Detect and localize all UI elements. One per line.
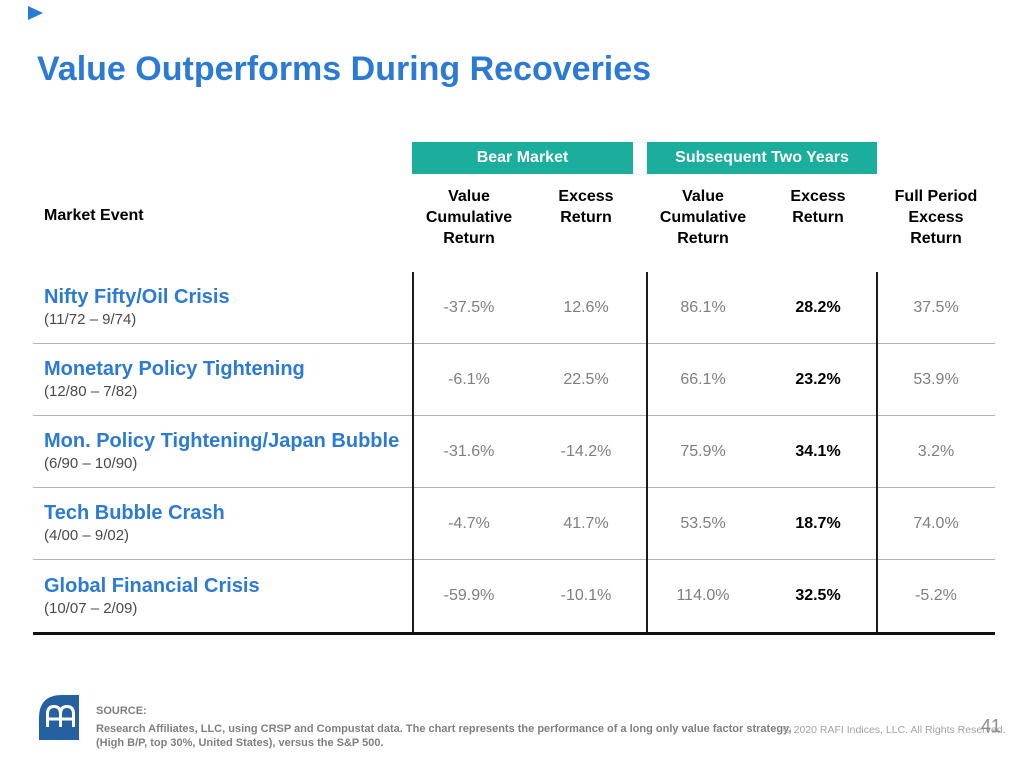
group-header-row: Bear Market Subsequent Two Years xyxy=(33,142,995,174)
column-header-bear-value-cumulative: Value Cumulative Return xyxy=(425,188,513,247)
event-cell: Nifty Fifty/Oil Crisis (11/72 – 9/74) xyxy=(33,285,413,330)
full-period-excess-cell: 37.5% xyxy=(913,298,959,316)
event-period: (6/90 – 10/90) xyxy=(44,455,138,472)
bear-value-cumulative-cell: -31.6% xyxy=(443,442,495,460)
event-name: Tech Bubble Crash xyxy=(44,502,225,524)
full-period-excess-cell: 3.2% xyxy=(917,442,955,460)
bear-excess-return-cell: 12.6% xyxy=(563,298,609,316)
table-row: Monetary Policy Tightening (12/80 – 7/82… xyxy=(33,344,995,416)
column-header-row: Market Event Value Cumulative Return Exc… xyxy=(33,186,995,249)
copyright-notice: © 2020 RAFI Indices, LLC. All Rights Res… xyxy=(783,724,1006,736)
subsequent-excess-return-cell: 28.2% xyxy=(795,298,841,316)
bear-excess-return-cell: -10.1% xyxy=(560,587,612,604)
group-header-subsequent-two-years: Subsequent Two Years xyxy=(647,142,877,174)
bear-excess-return-cell: 41.7% xyxy=(563,514,609,532)
bear-value-cumulative-cell: -59.9% xyxy=(443,587,495,604)
source-text-line1: Research Affiliates, LLC, using CRSP and… xyxy=(96,723,792,735)
corner-accent-icon xyxy=(28,6,43,20)
event-cell: Mon. Policy Tightening/Japan Bubble (6/9… xyxy=(33,429,413,474)
full-period-excess-cell: 53.9% xyxy=(913,370,959,388)
bear-excess-return-cell: -14.2% xyxy=(560,442,612,460)
event-period: (10/07 – 2/09) xyxy=(44,599,138,617)
event-name: Global Financial Crisis xyxy=(44,574,260,597)
table-row: Mon. Policy Tightening/Japan Bubble (6/9… xyxy=(33,416,995,488)
vertical-divider xyxy=(646,272,648,632)
event-period: (12/80 – 7/82) xyxy=(44,383,138,400)
subsequent-excess-return-cell: 18.7% xyxy=(795,514,841,532)
subsequent-excess-return-cell: 23.2% xyxy=(795,370,841,388)
bear-excess-return-cell: 22.5% xyxy=(563,370,609,388)
returns-table: Bear Market Subsequent Two Years Market … xyxy=(33,142,995,635)
page-number: 41 xyxy=(981,716,1002,736)
bear-value-cumulative-cell: -6.1% xyxy=(448,370,490,388)
subsequent-value-cumulative-cell: 66.1% xyxy=(680,370,726,388)
column-header-bear-excess: Excess Return xyxy=(558,188,614,226)
event-period: (4/00 – 9/02) xyxy=(44,527,130,544)
table-row: Nifty Fifty/Oil Crisis (11/72 – 9/74) -3… xyxy=(33,272,995,344)
event-period: (11/72 – 9/74) xyxy=(44,311,137,328)
bear-value-cumulative-cell: -4.7% xyxy=(448,514,490,532)
subsequent-value-cumulative-cell: 114.0% xyxy=(676,587,730,604)
event-cell: Tech Bubble Crash (4/00 – 9/02) xyxy=(33,501,413,546)
event-name: Nifty Fifty/Oil Crisis xyxy=(44,286,230,308)
page-title: Value Outperforms During Recoveries xyxy=(37,50,652,88)
subsequent-excess-return-cell: 34.1% xyxy=(795,442,841,460)
table-body: Nifty Fifty/Oil Crisis (11/72 – 9/74) -3… xyxy=(33,272,995,635)
event-name: Mon. Policy Tightening/Japan Bubble xyxy=(44,430,400,452)
source-text-line2: (High B/P, top 30%, United States), vers… xyxy=(96,737,384,749)
table-row: Global Financial Crisis (10/07 – 2/09) -… xyxy=(33,560,995,632)
vertical-divider xyxy=(412,272,414,632)
column-header-subsequent-excess: Excess Return xyxy=(790,188,846,226)
group-header-bear-market: Bear Market xyxy=(412,142,633,174)
vertical-divider xyxy=(876,272,878,632)
column-header-full-period-excess: Full Period Excess Return xyxy=(894,188,978,247)
subsequent-value-cumulative-cell: 86.1% xyxy=(680,298,726,316)
subsequent-value-cumulative-cell: 75.9% xyxy=(680,442,726,460)
market-event-label: Market Event xyxy=(44,207,144,224)
subsequent-value-cumulative-cell: 53.5% xyxy=(680,514,726,532)
full-period-excess-cell: -5.2% xyxy=(915,587,957,604)
subsequent-excess-return-cell: 32.5% xyxy=(795,587,841,604)
research-affiliates-logo xyxy=(39,695,79,740)
table-row: Tech Bubble Crash (4/00 – 9/02) -4.7% 41… xyxy=(33,488,995,560)
column-header-subsequent-value-cumulative: Value Cumulative Return xyxy=(659,188,747,247)
source-note: SOURCE: Research Affiliates, LLC, using … xyxy=(96,705,791,750)
event-cell: Monetary Policy Tightening (12/80 – 7/82… xyxy=(33,357,413,402)
event-name: Monetary Policy Tightening xyxy=(44,358,305,380)
bear-value-cumulative-cell: -37.5% xyxy=(443,298,495,316)
event-cell: Global Financial Crisis (10/07 – 2/09) xyxy=(33,574,413,619)
full-period-excess-cell: 74.0% xyxy=(913,514,959,532)
source-label: SOURCE: xyxy=(96,705,147,717)
